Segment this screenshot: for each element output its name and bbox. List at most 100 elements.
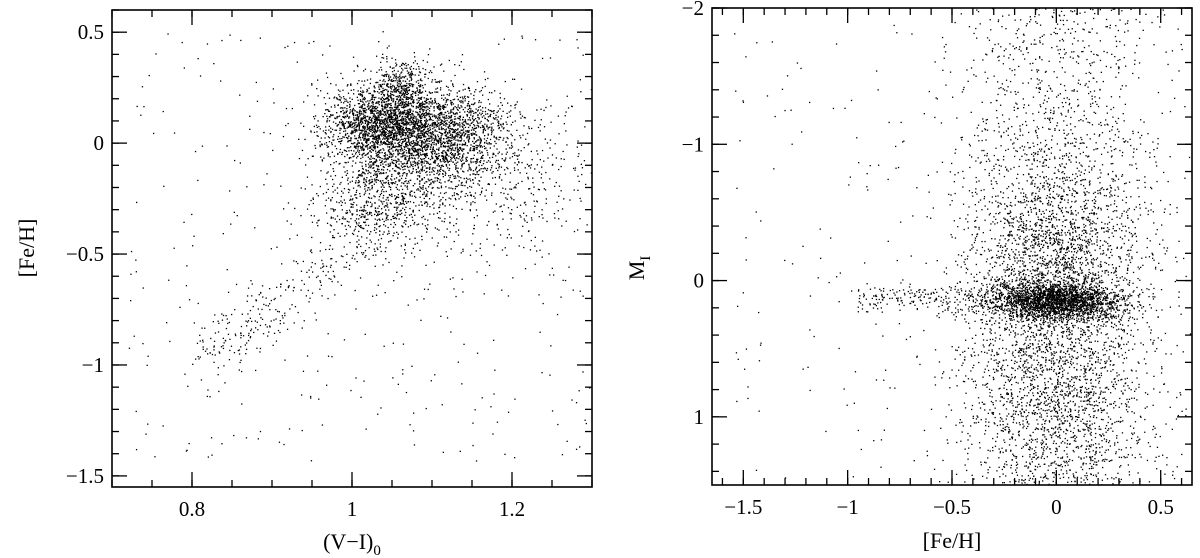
data-point: [458, 131, 460, 133]
data-point: [397, 146, 399, 148]
data-point: [365, 165, 367, 167]
data-point: [364, 133, 367, 135]
data-point: [363, 119, 366, 122]
data-point: [489, 109, 491, 112]
data-point: [473, 129, 475, 131]
data-point: [363, 206, 365, 209]
data-point: [403, 106, 406, 108]
data-point: [411, 98, 413, 100]
data-point: [328, 110, 331, 112]
data-point: [519, 111, 521, 113]
data-point: [412, 185, 414, 187]
data-point: [413, 135, 416, 137]
data-point: [321, 144, 323, 146]
data-point: [445, 114, 448, 117]
data-point: [337, 153, 339, 155]
data-point: [441, 164, 443, 166]
data-point: [494, 183, 497, 185]
data-point: [328, 141, 331, 143]
data-point: [424, 100, 426, 102]
data-point: [388, 156, 390, 158]
data-point: [402, 138, 404, 141]
data-point: [453, 131, 455, 134]
data-point: [475, 166, 478, 168]
data-point: [367, 132, 370, 134]
data-point: [339, 132, 341, 134]
data-point: [383, 158, 385, 160]
data-point: [474, 102, 476, 104]
data-point: [384, 138, 386, 140]
data-point: [471, 118, 474, 120]
data-point: [490, 123, 492, 125]
data-point: [420, 145, 422, 147]
data-point: [395, 120, 397, 122]
data-point: [526, 132, 529, 135]
data-point: [368, 139, 370, 141]
data-point: [454, 144, 456, 146]
data-point: [307, 95, 309, 97]
data-point: [346, 108, 348, 110]
data-point: [436, 178, 439, 180]
data-point: [579, 197, 581, 200]
data-point: [435, 144, 437, 146]
data-point: [549, 147, 551, 149]
data-point: [381, 104, 383, 107]
data-point: [369, 82, 371, 85]
data-point: [421, 144, 423, 146]
data-point: [479, 146, 481, 148]
data-point: [331, 197, 333, 199]
data-point: [481, 112, 483, 114]
data-point: [362, 129, 364, 131]
data-point: [363, 126, 365, 129]
data-point: [344, 100, 346, 102]
data-point: [362, 153, 364, 155]
data-point: [376, 109, 379, 112]
data-point: [553, 213, 556, 215]
data-point: [480, 114, 482, 116]
data-point: [353, 93, 355, 95]
data-point: [400, 82, 402, 84]
data-point: [390, 117, 392, 119]
data-point: [510, 213, 512, 215]
data-point: [403, 84, 405, 87]
data-point: [410, 65, 412, 68]
data-point: [392, 127, 394, 129]
data-point: [420, 201, 422, 203]
data-point: [403, 117, 405, 120]
data-point: [467, 123, 470, 125]
data-point: [437, 106, 439, 109]
data-point: [403, 129, 406, 131]
data-point: [447, 139, 449, 141]
data-point: [334, 218, 336, 220]
data-point: [424, 146, 426, 148]
data-point: [405, 112, 407, 114]
data-point: [584, 126, 586, 128]
data-point: [347, 188, 350, 190]
data-point: [365, 218, 367, 221]
data-point: [388, 45, 390, 47]
data-point: [412, 121, 414, 124]
data-point: [429, 128, 432, 131]
data-point: [408, 111, 410, 113]
data-point: [359, 193, 361, 195]
data-point: [369, 128, 372, 130]
data-point: [447, 99, 449, 101]
data-point: [434, 227, 436, 229]
data-point: [444, 97, 446, 99]
data-point: [419, 109, 421, 111]
data-point: [397, 152, 399, 154]
data-point: [330, 225, 333, 227]
data-point: [392, 159, 395, 162]
data-point: [472, 173, 474, 175]
data-point: [425, 121, 427, 124]
data-point: [432, 147, 434, 149]
data-point: [422, 158, 424, 160]
data-point: [395, 121, 397, 123]
data-point: [504, 159, 507, 161]
data-point: [462, 143, 464, 146]
data-point: [536, 150, 538, 152]
data-point: [404, 106, 407, 108]
data-point: [374, 91, 376, 93]
data-point: [444, 120, 446, 122]
data-point: [436, 81, 438, 83]
